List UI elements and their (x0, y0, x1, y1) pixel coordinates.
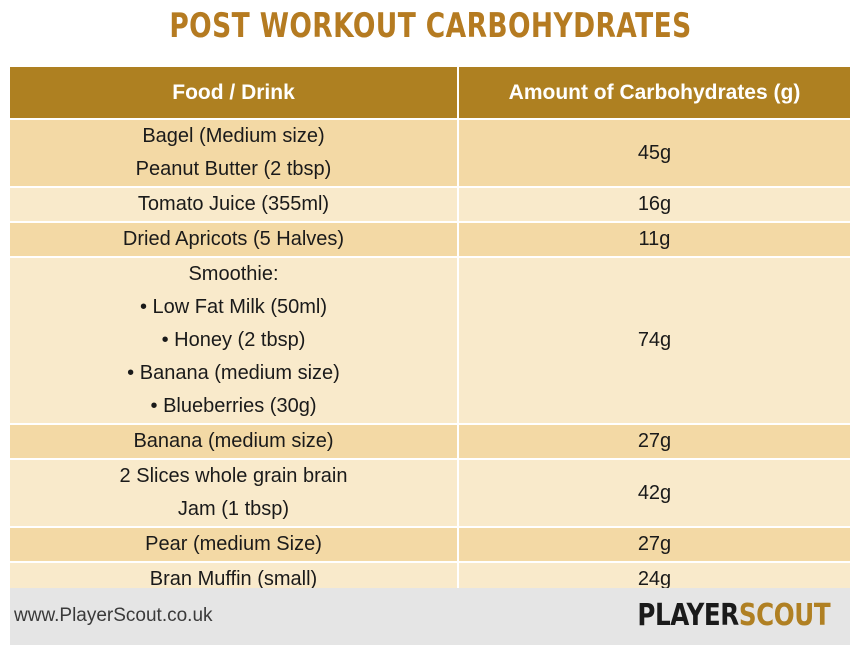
food-line: Tomato Juice (355ml) (137, 193, 330, 215)
food-line: Banana (medium size) (133, 430, 334, 452)
food-line: 2 Slices whole grain brain (119, 465, 348, 487)
food-line: Pear (medium Size) (145, 533, 322, 555)
food-line: • Blueberries (30g) (150, 395, 317, 417)
carbohydrate-amount-cell: 27g (458, 527, 850, 563)
food-line: Smoothie: (188, 263, 279, 285)
food-cell: 2 Slices whole grain brain Jam (1 tbsp) (10, 459, 459, 528)
footer-bar: www.PlayerScout.co.uk PLAYERSCOUT (10, 588, 850, 645)
table-row: Tomato Juice (355ml) 16g (10, 187, 850, 223)
page-title: POST WORKOUT CARBOHYDRATES (169, 6, 692, 46)
carbohydrate-amount-cell: 11g (458, 222, 850, 258)
carbohydrate-amount-cell: 27g (458, 424, 850, 460)
food-line: Jam (1 tbsp) (177, 498, 290, 520)
carbohydrate-amount-cell: 74g (458, 257, 850, 425)
table-header-row: Food / Drink Amount of Carbohydrates (g) (10, 67, 850, 120)
food-line: • Low Fat Milk (50ml) (139, 296, 328, 318)
table-row: Banana (medium size) 27g (10, 424, 850, 460)
food-line: Peanut Butter (2 tbsp) (135, 158, 332, 180)
food-cell: Tomato Juice (355ml) (10, 187, 459, 223)
food-line: • Banana (medium size) (127, 362, 340, 384)
food-cell: Bagel (Medium size) Peanut Butter (2 tbsp… (10, 119, 459, 188)
food-cell: Smoothie: • Low Fat Milk (50ml) • Honey (2… (10, 257, 459, 425)
food-line: • Honey (2 tbsp) (161, 329, 306, 351)
food-cell: Dried Apricots (5 Halves) (10, 222, 459, 258)
website-url: www.PlayerScout.co.uk (14, 605, 213, 626)
carbohydrate-amount-cell: 45g (458, 119, 850, 188)
table-row: Smoothie: • Low Fat Milk (50ml) • Honey (2… (10, 257, 850, 425)
carbohydrates-table: Food / Drink Amount of Carbohydrates (g)… (10, 67, 850, 598)
playerscout-logo: PLAYERSCOUT (637, 598, 830, 633)
table-body: Bagel (Medium size) Peanut Butter (2 tbsp… (10, 119, 850, 598)
food-cell: Pear (medium Size) (10, 527, 459, 563)
food-line: Bagel (Medium size) (142, 125, 325, 147)
logo-scout-text: SCOUT (738, 598, 831, 633)
food-cell: Banana (medium size) (10, 424, 459, 460)
carbohydrate-amount-cell: 16g (458, 187, 850, 223)
logo-player-text: PLAYER (637, 598, 739, 633)
carbohydrate-amount-cell: 42g (458, 459, 850, 528)
food-line: Bran Muffin (small) (149, 568, 318, 590)
food-line: Dried Apricots (5 Halves) (122, 228, 345, 250)
column-header-food: Food / Drink (10, 67, 459, 120)
table-row: Dried Apricots (5 Halves) 11g (10, 222, 850, 258)
table-row: 2 Slices whole grain brain Jam (1 tbsp) 42… (10, 459, 850, 528)
column-header-amount: Amount of Carbohydrates (g) (458, 67, 850, 120)
table-row: Pear (medium Size) 27g (10, 527, 850, 563)
table-row: Bagel (Medium size) Peanut Butter (2 tbsp… (10, 119, 850, 188)
